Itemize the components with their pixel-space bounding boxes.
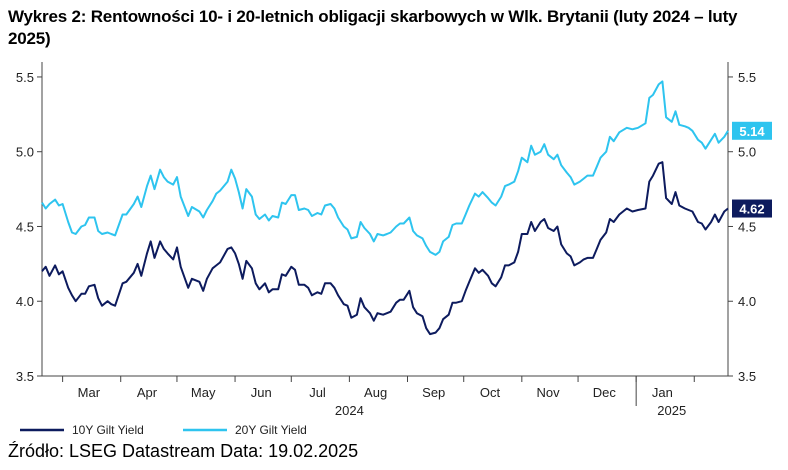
x-year-label: 2025: [657, 403, 686, 418]
y-tick-label-left: 4.0: [16, 294, 34, 309]
last-value-tags: 4.62 5.14: [732, 121, 772, 218]
series-line-20y: [41, 80, 729, 256]
y-tick-label-right: 3.5: [738, 369, 756, 384]
x-tick-label: Jan: [652, 385, 673, 400]
y-tick-label-left: 3.5: [16, 369, 34, 384]
y-tick-label-right: 5.5: [738, 70, 756, 85]
x-tick-label: Sep: [422, 385, 445, 400]
x-tick-label: May: [191, 385, 216, 400]
legend-label-10y: 10Y Gilt Yield: [72, 423, 144, 437]
x-tick-label: Nov: [537, 385, 561, 400]
chart-legend: 10Y Gilt Yield 20Y Gilt Yield: [20, 423, 307, 437]
x-tick-label: Apr: [137, 385, 158, 400]
y-tick-label-right: 5.0: [738, 145, 756, 160]
y-tick-label-left: 5.0: [16, 145, 34, 160]
x-tick-label: Jul: [309, 385, 326, 400]
series-line-10y: [41, 161, 729, 336]
chart-axes: 3.5 3.5 4.0 4.0 4.5 4.5 5.0 5.0 5.5 5.5 Mar Apr May J…: [16, 62, 756, 418]
last-value-label-10y: 4.62: [739, 202, 764, 217]
last-value-tag-10y: [732, 199, 772, 218]
chart-title: Wykres 2: Rentowności 10- i 20-letnich o…: [8, 7, 738, 48]
x-year-label: 2024: [335, 403, 364, 418]
x-tick-label: Dec: [593, 385, 617, 400]
last-value-tag-20y: [732, 121, 772, 140]
source-note: Źródło: LSEG Datastream Data: 19.02.2025: [8, 441, 359, 461]
chart-lines: [41, 80, 729, 336]
y-tick-label-left: 4.5: [16, 219, 34, 234]
x-tick-label: Aug: [364, 385, 387, 400]
y-tick-label-right: 4.0: [738, 294, 756, 309]
x-tick-label: Mar: [78, 385, 101, 400]
legend-label-20y: 20Y Gilt Yield: [235, 423, 307, 437]
y-tick-label-right: 4.5: [738, 219, 756, 234]
x-tick-label: Jun: [251, 385, 272, 400]
x-tick-label: Oct: [480, 385, 501, 400]
y-tick-label-left: 5.5: [16, 70, 34, 85]
last-value-label-20y: 5.14: [739, 124, 765, 139]
